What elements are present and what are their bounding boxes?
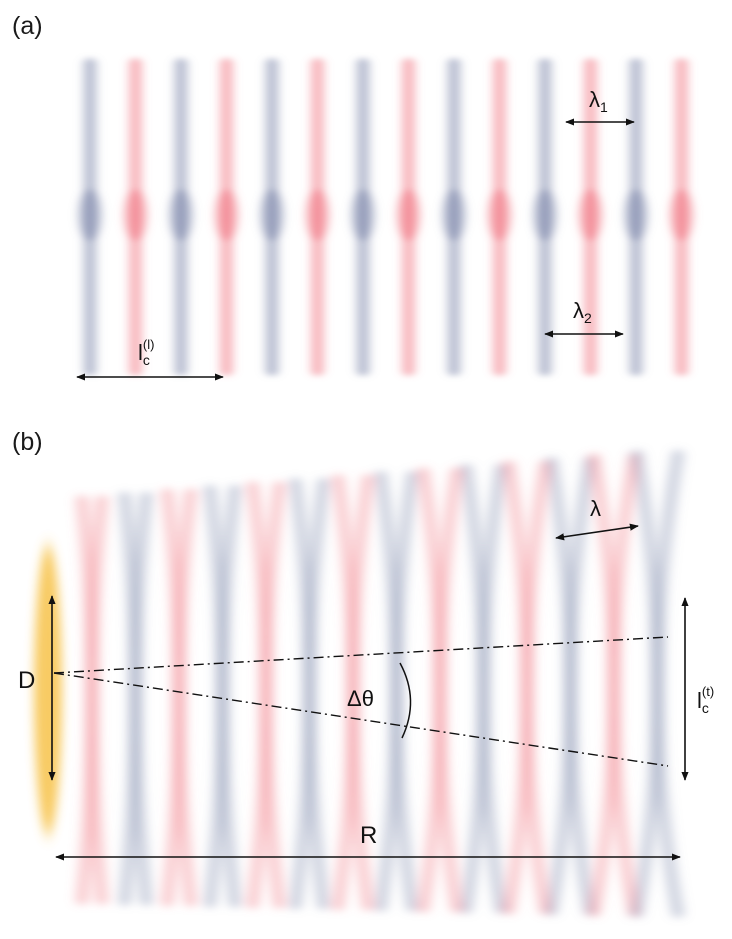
angle-arc <box>399 662 412 739</box>
wave-front-a-core <box>534 189 556 241</box>
wave-front-a-core <box>261 189 283 241</box>
wave-front-a-core <box>670 189 693 241</box>
wave-front-b <box>87 495 107 905</box>
panel-b-wave-fronts <box>77 449 683 918</box>
wave-front-a-core <box>352 189 374 241</box>
wave-front-a-core <box>215 189 238 241</box>
wave-front-a-core <box>306 189 329 241</box>
wave-front-a-core <box>579 189 602 241</box>
panel-b-label: (b) <box>12 428 43 456</box>
lambda-arrow <box>555 523 639 541</box>
wave-front-b <box>652 449 683 918</box>
lambda-label: λ <box>590 496 601 521</box>
wave-front-a-core <box>124 189 147 241</box>
upper-ray <box>53 636 669 674</box>
wave-front-a-core <box>488 189 511 241</box>
transverse-coherence-label: lc(t) <box>697 684 714 716</box>
wave-front-b <box>217 484 240 908</box>
source-size-label: D <box>18 667 35 694</box>
wave-front-b <box>522 460 550 915</box>
wave-front-b <box>565 456 595 916</box>
wave-front-b <box>130 491 152 906</box>
wave-front-b <box>609 453 639 917</box>
panel-a-wave-fronts <box>79 58 693 376</box>
lambda1-label: λ1 <box>589 87 608 115</box>
wave-front-a-core <box>443 189 465 241</box>
panel-a-label: (a) <box>12 12 43 40</box>
lower-ray <box>53 672 669 767</box>
wave-front-a-core <box>170 189 192 241</box>
wave-front-b <box>261 481 285 909</box>
lambda2-label: λ2 <box>573 298 592 326</box>
extended-source <box>34 545 62 835</box>
panel-b-annotations: λ D Δθ lc(t) R <box>18 496 714 861</box>
longitudinal-coherence-label: lc(l) <box>138 337 154 368</box>
wave-front-b <box>391 470 418 912</box>
wave-front-b <box>304 477 329 910</box>
angle-label: Δθ <box>347 686 374 711</box>
distance-label: R <box>360 822 377 849</box>
wave-front-b <box>348 474 373 911</box>
panel-a-annotations: λ1 λ2 lc(l) <box>76 87 635 381</box>
wave-front-a-core <box>79 189 101 241</box>
wave-front-b <box>435 467 462 913</box>
wave-front-b <box>174 488 196 907</box>
wave-front-a-core <box>625 189 647 241</box>
wave-front-a-core <box>397 189 420 241</box>
wave-front-b <box>478 463 506 914</box>
